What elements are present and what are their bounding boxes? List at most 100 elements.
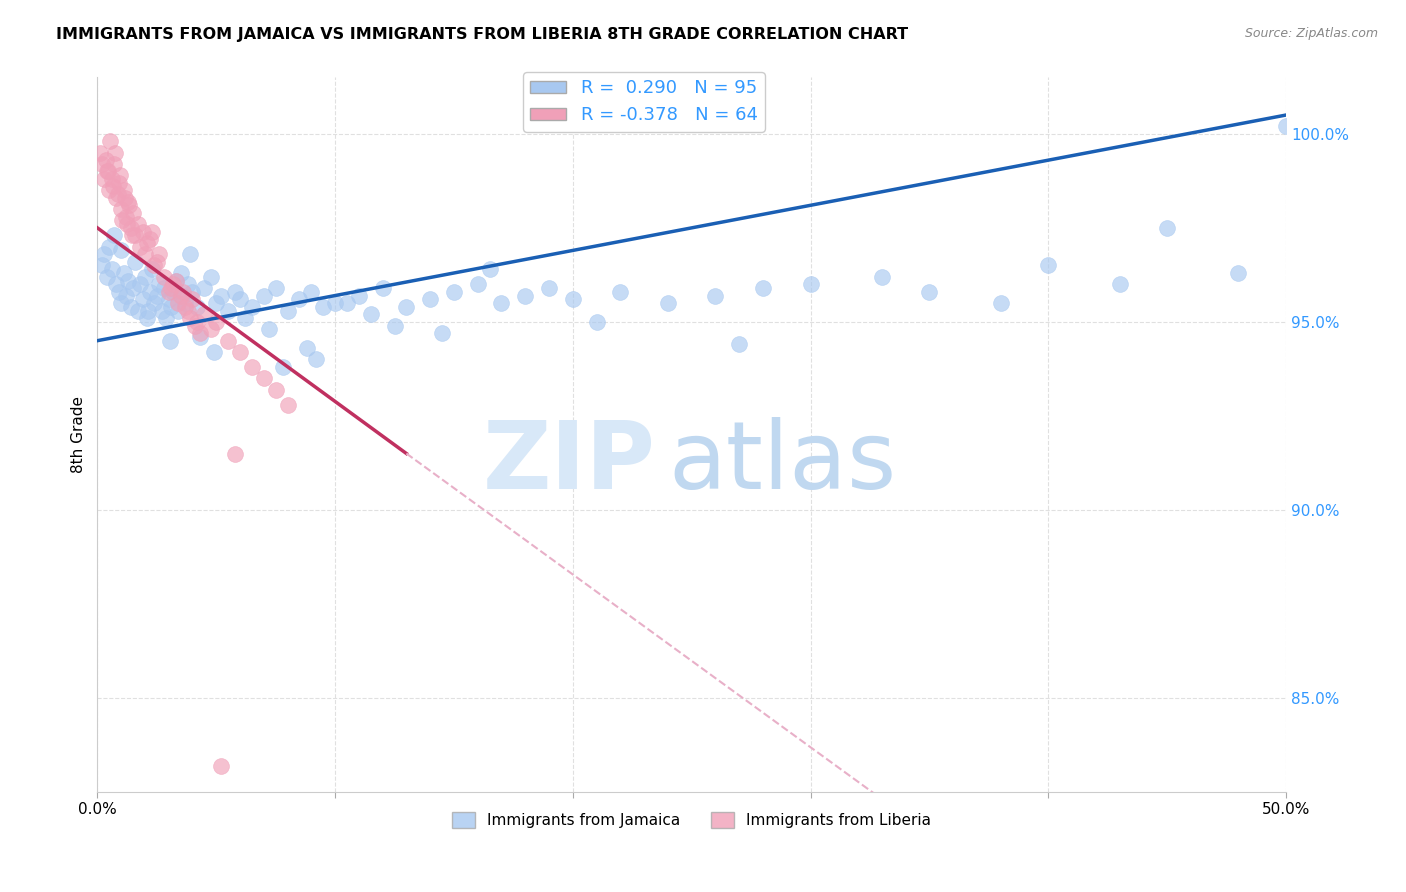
Point (107, 176, 129, 190)
Point (146, 254, 169, 268)
Point (253, 288, 276, 302)
Point (443, 285, 465, 299)
Point (165, 273, 187, 287)
Point (205, 315, 228, 329)
Point (202, 345, 225, 359)
Text: IMMIGRANTS FROM JAMAICA VS IMMIGRANTS FROM LIBERIA 8TH GRADE CORRELATION CHART: IMMIGRANTS FROM JAMAICA VS IMMIGRANTS FR… (56, 27, 908, 42)
Point (1227, 266, 1250, 280)
Point (138, 285, 160, 299)
Point (122, 281, 145, 295)
Point (209, 288, 232, 302)
Point (143, 259, 166, 273)
Text: Source: ZipAtlas.com: Source: ZipAtlas.com (1244, 27, 1378, 40)
Point (134, 269, 156, 284)
Point (97, 164, 120, 178)
Point (96, 269, 118, 284)
Point (103, 157, 125, 171)
Legend: Immigrants from Jamaica, Immigrants from Liberia: Immigrants from Jamaica, Immigrants from… (446, 806, 938, 834)
Point (165, 273, 187, 287)
Point (131, 293, 153, 307)
Point (181, 293, 204, 307)
Point (162, 285, 184, 299)
Point (157, 293, 180, 307)
Point (118, 198, 141, 212)
Point (264, 383, 287, 397)
Point (153, 281, 176, 295)
Point (312, 300, 335, 314)
Point (91, 157, 114, 171)
Point (129, 277, 152, 292)
Point (105, 277, 128, 292)
Point (200, 322, 222, 336)
Point (167, 303, 190, 318)
Point (93, 247, 115, 261)
Point (240, 359, 263, 374)
Point (728, 337, 751, 351)
Point (112, 183, 135, 197)
Point (491, 296, 513, 310)
Point (172, 285, 194, 299)
Point (347, 288, 370, 302)
Point (98, 240, 121, 254)
Point (127, 217, 149, 231)
Point (186, 315, 208, 329)
Point (129, 240, 152, 254)
Point (478, 262, 501, 277)
Point (169, 288, 191, 302)
Point (110, 296, 132, 310)
Point (184, 318, 207, 333)
Point (93, 172, 115, 186)
Point (257, 322, 280, 336)
Point (229, 293, 252, 307)
Point (217, 334, 239, 348)
Point (323, 296, 346, 310)
Point (799, 277, 821, 292)
Point (277, 398, 299, 412)
Point (179, 247, 201, 261)
Point (179, 311, 201, 326)
Point (104, 145, 127, 160)
Point (1156, 220, 1178, 235)
Text: ZIP: ZIP (484, 417, 657, 509)
Point (233, 311, 256, 326)
Point (169, 266, 191, 280)
Point (176, 303, 198, 318)
Point (1108, 277, 1130, 292)
Point (288, 293, 311, 307)
Point (107, 187, 129, 202)
Point (138, 232, 160, 246)
Point (160, 300, 183, 314)
Point (148, 247, 170, 261)
Point (101, 179, 124, 194)
Point (153, 269, 176, 284)
Point (1275, 120, 1298, 134)
Point (120, 300, 142, 314)
Point (271, 359, 294, 374)
Point (100, 262, 122, 277)
Point (229, 345, 252, 359)
Point (110, 244, 132, 258)
Point (136, 311, 159, 326)
Point (188, 326, 211, 341)
Point (111, 213, 134, 227)
Point (181, 285, 204, 299)
Point (172, 288, 194, 302)
Point (157, 285, 180, 299)
Point (148, 277, 170, 292)
Point (752, 281, 775, 295)
Point (114, 191, 136, 205)
Point (110, 202, 132, 216)
Point (176, 277, 198, 292)
Point (336, 296, 359, 310)
Point (384, 318, 406, 333)
Text: atlas: atlas (668, 417, 896, 509)
Point (124, 228, 146, 243)
Point (162, 277, 184, 292)
Point (918, 285, 941, 299)
Point (94, 153, 117, 168)
Point (419, 293, 441, 307)
Point (205, 296, 228, 310)
Point (174, 300, 197, 314)
Point (120, 220, 142, 235)
Point (990, 296, 1012, 310)
